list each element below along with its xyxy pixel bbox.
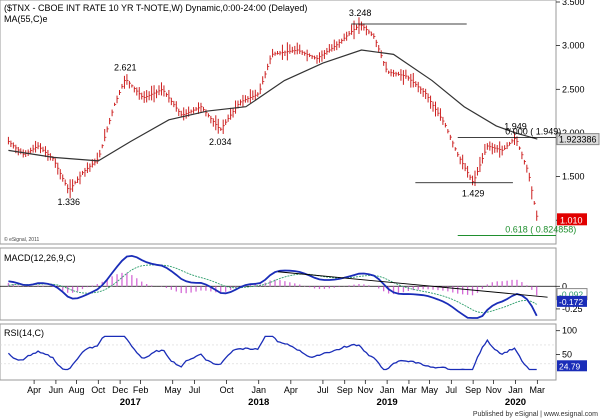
rsi-content (0, 335, 556, 371)
x-tick-label: Feb (133, 385, 149, 395)
macd-tag-box (557, 295, 587, 307)
x-tick-label: Apr (284, 385, 298, 395)
fib-618-label: 0.618 ( 0.824858) (505, 224, 576, 234)
rsi-y-tick-label: 100 (562, 326, 577, 336)
x-axis: Apr Jun Aug Oct Dec Feb May Jul Oct Jan Apr Jul Sep N… (27, 380, 545, 408)
x-year-label: 2017 (120, 397, 141, 408)
rsi-y-tick-label: 50 (562, 349, 572, 359)
chart-title: ($TNX - CBOE INT RATE 10 YR T-NOTE,W) Dy… (4, 3, 307, 13)
macd-label: MACD(12,26,9,C) (4, 253, 76, 263)
price-tag-box (557, 213, 587, 226)
rsi-y-axis: 100 50 24.79 (556, 326, 587, 372)
macd-signal-line (8, 264, 537, 314)
x-year-label: 2020 (505, 397, 526, 408)
x-tick-label: Jul (189, 385, 201, 395)
macd-content (0, 254, 556, 319)
x-tick-label: Dec (112, 385, 129, 395)
rsi-line (7, 335, 537, 371)
swing-label: 2.621 (114, 63, 137, 73)
price-y-tick-label: 2.000 (562, 128, 585, 138)
x-tick-label: Mar (401, 385, 417, 395)
swing-label: 2.034 (209, 137, 232, 147)
x-tick-label: Jul (446, 385, 458, 395)
x-tick-label: Nov (486, 385, 503, 395)
rsi-tag: 24.79 (559, 361, 581, 371)
x-tick-label: Jan (508, 385, 523, 395)
x-year-label: 2018 (248, 397, 269, 408)
macd-tag: -0.172 (559, 297, 583, 307)
footer-text: Published by eSignal | www.esignal.com (473, 411, 598, 418)
rsi-tag-box (557, 360, 587, 372)
x-tick-label: Nov (357, 385, 374, 395)
macd-line (8, 254, 538, 319)
macd-signal-tag: -0.092 (559, 290, 583, 300)
swing-label: 1.429 (462, 189, 485, 199)
price-tag-value: 1.010 (560, 215, 583, 225)
x-tick-label: Sep (337, 385, 353, 395)
x-tick-label: Jul (317, 385, 329, 395)
x-tick-label: Aug (68, 385, 84, 395)
price-y-tick-label: 3.500 (562, 0, 585, 7)
macd-y-axis: 0 -0.25 -0.092-0.172 (556, 281, 588, 314)
copyright-text: © eSignal, 2011 (4, 236, 40, 243)
price-bars (7, 17, 539, 221)
price-y-tick-label: 2.500 (562, 84, 585, 94)
rsi-label: RSI(14,C) (4, 328, 44, 338)
macd-y-tick-label: -0.25 (562, 304, 583, 314)
ma-label: MA(55,C)e (4, 14, 48, 24)
x-tick-label: Sep (465, 385, 481, 395)
price-y-tick-label: 3.000 (562, 41, 585, 51)
price-y-tick-label: 1.500 (562, 172, 585, 182)
price-y-axis: 1.0001.5002.0002.5003.0003.5001.9233861.… (556, 0, 600, 226)
macd-y-tick-label: 0 (562, 281, 567, 291)
rsi-pane (0, 323, 557, 381)
price-pane (0, 0, 557, 245)
x-tick-label: Mar (530, 385, 546, 395)
swing-label: 1.949 (504, 121, 527, 131)
x-tick-label: Jun (49, 385, 64, 395)
swing-label: 3.248 (349, 8, 372, 18)
x-year-label: 2019 (377, 397, 398, 408)
x-tick-label: Jan (251, 385, 266, 395)
macd-pane (0, 247, 557, 321)
swing-label: 1.336 (57, 197, 80, 207)
x-tick-label: Oct (91, 385, 106, 395)
fib-zero-label: 0.000 ( 1.949) (505, 126, 561, 136)
x-tick-label: Oct (220, 385, 235, 395)
x-tick-label: May (421, 385, 439, 395)
x-tick-label: May (164, 385, 182, 395)
ma-55-line (8, 49, 538, 162)
x-tick-label: Jan (380, 385, 395, 395)
x-tick-label: Apr (27, 385, 41, 395)
last-tag-value: 1.923386 (559, 135, 597, 145)
macd-trendline (277, 271, 548, 298)
last-tag-box (556, 133, 600, 146)
